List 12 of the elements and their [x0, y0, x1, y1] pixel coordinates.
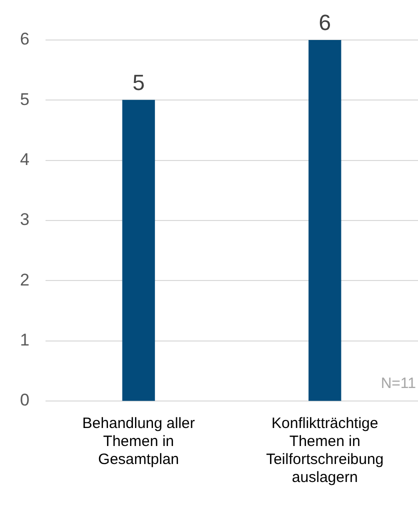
y-tick-label: 4 [20, 150, 30, 170]
y-tick-label: 2 [20, 270, 30, 290]
x-tick-label: Konfliktträchtige Themen in Teilfortschreibung auslagern [266, 415, 384, 486]
data-label: 5 [132, 70, 145, 96]
y-tick-label: 5 [20, 90, 30, 109]
x-tick-label: Behandlung aller Themen in Gesamtplan [82, 415, 195, 468]
y-tick-label: 6 [20, 30, 30, 49]
data-label: 6 [318, 10, 331, 36]
y-tick-label: 0 [20, 390, 30, 410]
annotation: N=11 [380, 375, 416, 392]
y-tick-label: 3 [20, 210, 30, 230]
y-tick-label: 1 [20, 330, 30, 350]
